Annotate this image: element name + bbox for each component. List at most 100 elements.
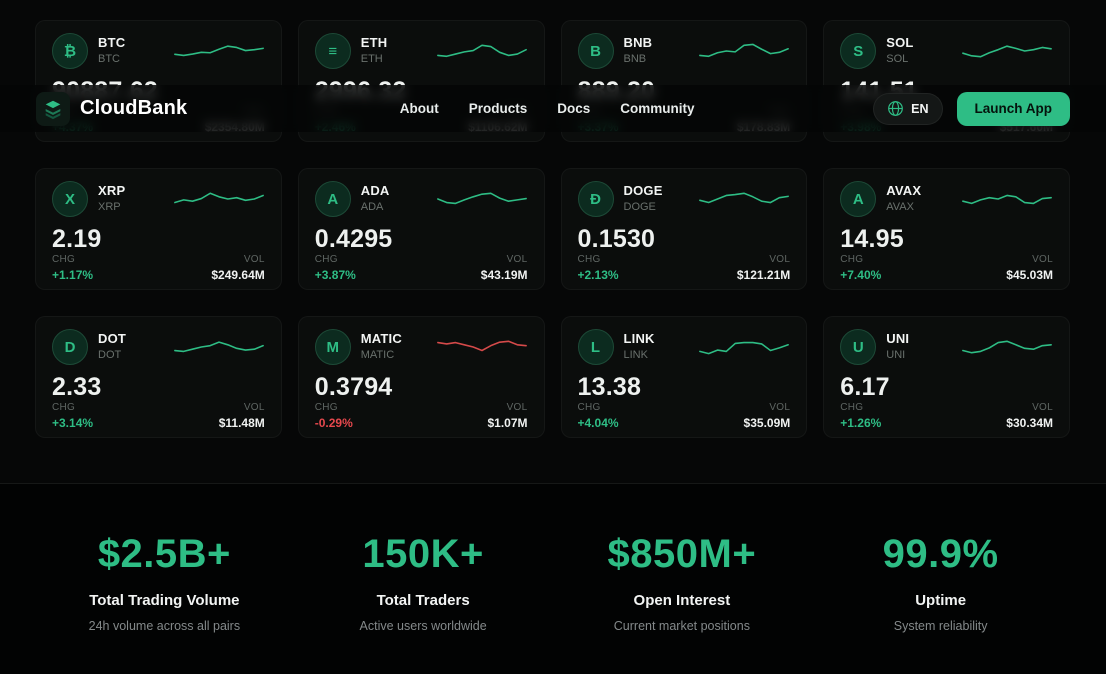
ticker-card[interactable]: D DOT DOT 2.33 CHG +3.14% [35, 316, 282, 438]
stat-item: $850M+ Open Interest Current market posi… [553, 532, 812, 633]
stat-label: Uptime [915, 592, 967, 609]
card-header: A AVAX AVAX [840, 181, 1053, 217]
vol-value: $11.48M [218, 416, 265, 430]
coin-symbol: DOGE [623, 183, 663, 199]
coin-symbol: UNI [886, 331, 910, 347]
coin-name: DOT [98, 349, 122, 362]
ticker-card[interactable]: M MATIC MATIC 0.3794 CHG -0.29% [297, 316, 545, 438]
card-header: U UNI UNI [840, 329, 1053, 365]
card-header: Đ DOGE DOGE [577, 181, 791, 217]
coin-name: LINK [623, 349, 648, 362]
navbar: CloudBank About Products Docs Community … [0, 85, 1106, 132]
coin-name: BTC [98, 53, 120, 66]
chg-value: +1.26% [840, 416, 882, 430]
vol-label: VOL [1032, 402, 1053, 413]
vol-value: $45.03M [1006, 268, 1053, 282]
card-header: B BNB BNB [577, 33, 791, 69]
stats-section: $2.5B+ Total Trading Volume 24h volume a… [0, 483, 1106, 674]
nav-link[interactable]: About [399, 101, 439, 116]
chg-value: +7.40% [840, 268, 882, 282]
card-header: D DOT DOT [52, 329, 265, 365]
chg-value: +4.04% [577, 416, 619, 430]
stat-item: $2.5B+ Total Trading Volume 24h volume a… [35, 532, 294, 633]
coin-name: XRP [98, 201, 121, 214]
coin-icon: A [314, 181, 351, 217]
sparkline-chart [699, 192, 790, 204]
sparkline-chart [962, 45, 1052, 58]
stat-sub: System reliability [893, 619, 988, 633]
coin-icon: B [577, 33, 614, 69]
vol-value: $249.64M [211, 268, 265, 282]
ticker-card[interactable]: Đ DOGE DOGE 0.1530 CHG +2.13% [560, 168, 808, 290]
coin-name: ADA [360, 201, 384, 214]
vol-label: VOL [506, 254, 528, 265]
vol-label: VOL [243, 254, 265, 265]
stat-sub: 24h volume across all pairs [88, 619, 241, 633]
stat-value: 99.9% [882, 532, 999, 576]
coin-icon: L [577, 329, 614, 365]
coin-symbol: SOL [886, 35, 914, 51]
card-header: S SOL SOL [840, 33, 1053, 69]
coin-price: 0.3794 [314, 373, 393, 401]
sparkline-chart [436, 192, 527, 205]
vol-label: VOL [769, 402, 791, 413]
ticker-grid: ₿ BTC BTC 90887.62 CHG +4.37% [35, 20, 1070, 438]
ticker-card[interactable]: X XRP XRP 2.19 CHG +1.17% [35, 168, 282, 290]
sparkline-chart [699, 341, 790, 355]
chg-label: CHG [577, 254, 601, 265]
card-header: L LINK LINK [577, 329, 791, 365]
coin-icon: U [840, 329, 877, 365]
vol-value: $30.34M [1006, 416, 1053, 430]
stat-label: Open Interest [633, 592, 731, 609]
coin-symbol: DOT [98, 331, 127, 347]
stat-sub: Current market positions [613, 619, 750, 633]
coin-name: DOGE [623, 201, 656, 214]
sparkline-chart [699, 43, 790, 58]
coin-icon: ≡ [314, 33, 351, 69]
sparkline-chart [962, 340, 1052, 354]
sparkline-chart [436, 44, 527, 58]
vol-label: VOL [769, 254, 791, 265]
coin-price: 0.4295 [314, 225, 393, 253]
ticker-section: ₿ BTC BTC 90887.62 CHG +4.37% [35, 20, 1070, 438]
sparkline-chart [436, 340, 527, 352]
stat-value: $2.5B+ [97, 532, 231, 576]
chg-label: CHG [52, 254, 76, 265]
coin-price: 6.17 [840, 373, 890, 401]
sparkline-chart [962, 194, 1052, 205]
sparkline-chart [173, 192, 264, 204]
stat-value: $850M+ [607, 532, 757, 576]
stat-label: Total Traders [376, 592, 470, 609]
chg-value: -0.29% [314, 416, 353, 430]
ticker-card[interactable]: A ADA ADA 0.4295 CHG +3.87% [297, 168, 545, 290]
stats-row: $2.5B+ Total Trading Volume 24h volume a… [35, 532, 1070, 633]
coin-name: MATIC [360, 349, 395, 362]
ticker-card[interactable]: L LINK LINK 13.38 CHG +4.04% [560, 316, 808, 438]
chg-value: +3.87% [314, 268, 356, 282]
card-header: M MATIC MATIC [314, 329, 528, 365]
coin-price: 13.38 [577, 373, 642, 401]
sparkline-chart [173, 341, 264, 353]
chg-label: CHG [314, 402, 338, 413]
chg-value: +2.13% [577, 268, 619, 282]
vol-label: VOL [1032, 254, 1053, 265]
vol-label: VOL [243, 402, 265, 413]
chg-value: +1.17% [52, 268, 94, 282]
coin-symbol: AVAX [886, 183, 922, 199]
brand[interactable]: CloudBank [36, 91, 187, 126]
nav-link[interactable]: Community [620, 101, 695, 116]
coin-icon: X [52, 181, 88, 217]
coin-icon: ₿ [52, 33, 88, 69]
nav-link[interactable]: Docs [557, 101, 591, 116]
brand-logo-icon [36, 91, 70, 126]
card-header: A ADA ADA [314, 181, 528, 217]
stat-item: 99.9% Uptime System reliability [811, 532, 1070, 633]
coin-price: 0.1530 [577, 225, 656, 253]
ticker-card[interactable]: U UNI UNI 6.17 CHG +1.26% [823, 316, 1070, 438]
launch-app-button[interactable]: Launch App [956, 91, 1070, 126]
nav-link[interactable]: Products [468, 101, 528, 116]
chg-label: CHG [314, 254, 338, 265]
card-header: ≡ ETH ETH [314, 33, 528, 69]
ticker-card[interactable]: A AVAX AVAX 14.95 CHG +7.40% [823, 168, 1070, 290]
language-selector[interactable]: EN [873, 92, 943, 125]
